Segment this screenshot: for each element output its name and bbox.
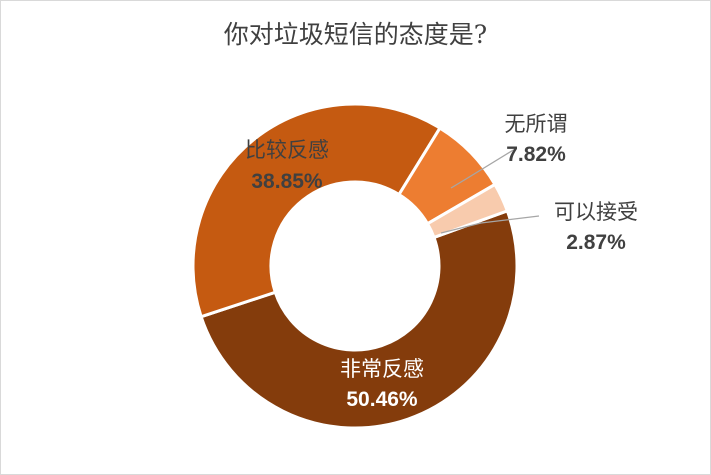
doughnut-slice-0: [199, 208, 519, 430]
slice-label-2: 无所谓: [505, 112, 568, 136]
doughnut-slice-3: [425, 182, 510, 240]
slice-value-1: 38.85%: [251, 170, 323, 193]
slice-label-0: 非常反感: [340, 357, 424, 381]
chart-title: 你对垃圾短信的态度是?: [223, 20, 488, 49]
leader-line-3: [440, 215, 540, 234]
slice-value-2: 7.82%: [506, 143, 566, 166]
slice-value-3: 2.87%: [566, 231, 626, 254]
slice-value-0: 50.46%: [346, 388, 418, 411]
slice-label-1: 比较反感: [245, 138, 329, 162]
slice-label-3: 可以接受: [554, 200, 638, 224]
leader-line-2: [450, 148, 516, 189]
doughnut-slice-1: [191, 102, 442, 319]
